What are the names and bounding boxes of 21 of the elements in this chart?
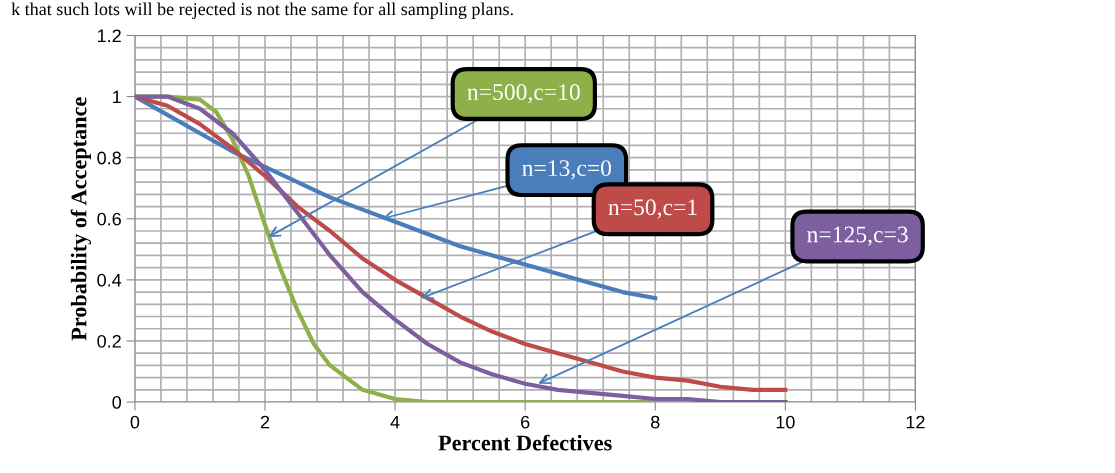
y-tick-label: 1 — [113, 90, 121, 104]
x-tick-label: 12 — [906, 415, 925, 429]
y-tick-label: 0.4 — [97, 273, 122, 287]
y-tick-label: 0 — [112, 395, 122, 409]
annotation: n=500,c=10 — [467, 84, 580, 104]
x-tick-label: 10 — [776, 415, 795, 429]
y-tick-label: 0.6 — [97, 212, 121, 226]
annotation: n=13,c=0 — [522, 160, 612, 180]
x-axis-title: Percent Defectives — [438, 434, 612, 451]
text: k that such lots will be rejected is not the same for all sampling plans. — [11, 2, 513, 19]
annotation: n=50,c=1 — [608, 199, 697, 219]
x-tick-label: 6 — [521, 415, 530, 429]
x-tick-label: 2 — [260, 415, 270, 429]
annotation: n=125,c=3 — [807, 226, 908, 246]
y-tick-label: 0.2 — [97, 334, 121, 348]
y-tick-label: 1.2 — [98, 29, 121, 43]
x-tick-label: 8 — [651, 415, 660, 429]
x-tick-label: 0 — [130, 415, 140, 429]
y-tick-label: 0.8 — [97, 151, 121, 165]
x-tick-label: 4 — [390, 415, 400, 429]
y-axis-title: Probability of Acceptance — [70, 97, 92, 341]
